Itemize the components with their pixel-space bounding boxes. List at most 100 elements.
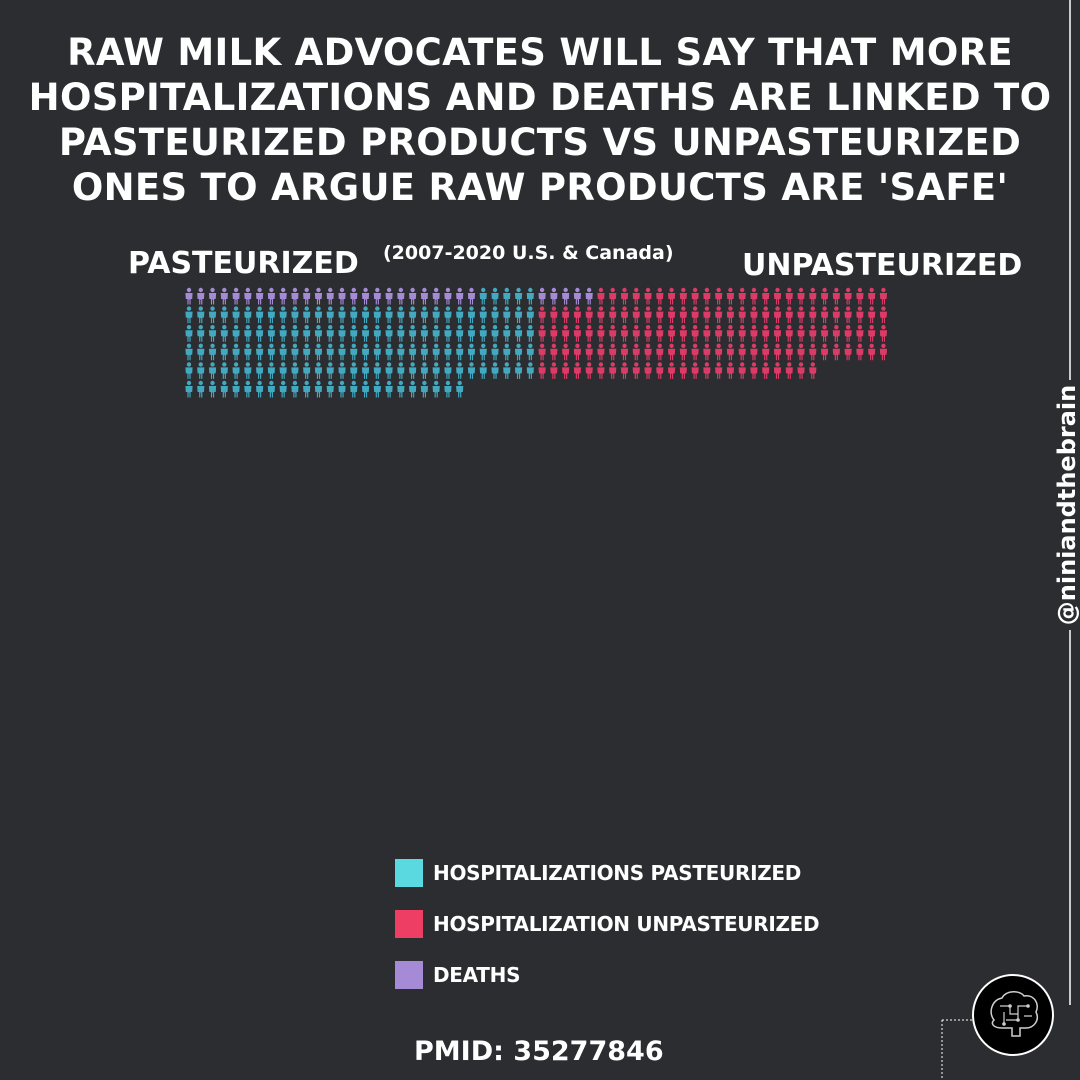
- hospitalization-pasteurized-person-icon: [456, 380, 464, 398]
- hospitalization-unpasteurized-person-icon: [726, 306, 735, 324]
- brain-icon: [990, 991, 1038, 1037]
- hospitalization-unpasteurized-person-icon: [667, 362, 676, 379]
- hospitalization-pasteurized-person-icon: [314, 362, 323, 379]
- hospitalization-unpasteurized-person-icon: [809, 325, 817, 342]
- hospitalization-pasteurized-person-icon: [526, 343, 534, 361]
- hospitalization-unpasteurized-person-icon: [656, 325, 664, 342]
- hospitalization-pasteurized-person-icon: [385, 306, 393, 324]
- death-person-icon: [256, 287, 264, 305]
- hospitalization-unpasteurized-person-icon: [703, 343, 711, 361]
- hospitalization-unpasteurized-person-icon: [656, 343, 664, 361]
- hospitalization-pasteurized-person-icon: [526, 325, 534, 342]
- legend-label: HOSPITALIZATIONS PASTEURIZED: [433, 861, 802, 885]
- hospitalization-unpasteurized-person-icon: [820, 343, 829, 361]
- hospitalization-pasteurized-person-icon: [361, 306, 370, 324]
- hospitalization-pasteurized-person-icon: [361, 362, 370, 379]
- hospitalization-pasteurized-person-icon: [350, 362, 358, 379]
- hospitalization-unpasteurized-person-icon: [868, 306, 876, 324]
- hospitalization-unpasteurized-person-icon: [609, 325, 617, 342]
- legend-swatch: [395, 961, 423, 989]
- hospitalization-pasteurized-person-icon: [185, 306, 193, 324]
- hospitalization-unpasteurized-person-icon: [797, 325, 805, 342]
- hospitalization-unpasteurized-person-icon: [797, 362, 805, 379]
- hospitalization-pasteurized-person-icon: [338, 343, 346, 361]
- hospitalization-pasteurized-person-icon: [420, 306, 428, 324]
- hospitalization-unpasteurized-person-icon: [632, 343, 640, 361]
- hospitalization-pasteurized-person-icon: [232, 325, 240, 342]
- death-person-icon: [385, 287, 393, 305]
- death-person-icon: [244, 287, 252, 305]
- hospitalization-pasteurized-person-icon: [350, 306, 358, 324]
- hospitalization-pasteurized-person-icon: [385, 362, 393, 379]
- hospitalization-pasteurized-person-icon: [256, 362, 264, 379]
- hospitalization-unpasteurized-person-icon: [620, 287, 629, 305]
- hospitalization-unpasteurized-person-icon: [797, 287, 805, 305]
- hospitalization-pasteurized-person-icon: [291, 325, 299, 342]
- legend-item-hospitalizations-pasteurized: HOSPITALIZATIONS PASTEURIZED: [395, 858, 819, 888]
- hospitalization-pasteurized-person-icon: [514, 325, 523, 342]
- hospitalization-pasteurized-person-icon: [479, 325, 487, 342]
- hospitalization-pasteurized-person-icon: [456, 306, 464, 324]
- hospitalization-unpasteurized-person-icon: [585, 362, 593, 379]
- hospitalization-pasteurized-person-icon: [491, 343, 499, 361]
- hospitalization-unpasteurized-person-icon: [750, 325, 758, 342]
- hospitalization-pasteurized-person-icon: [291, 380, 299, 398]
- hospitalization-unpasteurized-person-icon: [715, 362, 723, 379]
- hospitalization-unpasteurized-person-icon: [762, 362, 770, 379]
- hospitalization-unpasteurized-person-icon: [585, 306, 593, 324]
- hospitalization-pasteurized-person-icon: [479, 287, 487, 305]
- death-person-icon: [185, 287, 193, 305]
- hospitalization-pasteurized-person-icon: [456, 343, 464, 361]
- death-person-icon: [397, 287, 405, 305]
- legend-swatch: [395, 910, 423, 938]
- hospitalization-pasteurized-person-icon: [185, 325, 193, 342]
- hospitalization-unpasteurized-person-icon: [715, 306, 723, 324]
- hospitalization-unpasteurized-person-icon: [550, 325, 558, 342]
- hospitalization-unpasteurized-person-icon: [667, 287, 676, 305]
- death-person-icon: [550, 287, 558, 305]
- hospitalization-pasteurized-person-icon: [303, 343, 311, 361]
- death-person-icon: [361, 287, 370, 305]
- hospitalization-pasteurized-person-icon: [444, 343, 452, 361]
- hospitalization-unpasteurized-person-icon: [715, 287, 723, 305]
- hospitalization-pasteurized-person-icon: [291, 343, 299, 361]
- hospitalization-pasteurized-person-icon: [432, 362, 440, 379]
- death-person-icon: [573, 287, 582, 305]
- hospitalization-unpasteurized-person-icon: [844, 343, 852, 361]
- hospitalization-unpasteurized-person-icon: [632, 287, 640, 305]
- death-person-icon: [585, 287, 593, 305]
- hospitalization-pasteurized-person-icon: [467, 343, 476, 361]
- hospitalization-pasteurized-person-icon: [208, 362, 217, 379]
- hospitalization-unpasteurized-person-icon: [868, 325, 876, 342]
- hospitalization-pasteurized-person-icon: [514, 362, 523, 379]
- hospitalization-unpasteurized-person-icon: [691, 325, 699, 342]
- hospitalization-pasteurized-person-icon: [526, 306, 534, 324]
- hospitalization-pasteurized-person-icon: [420, 380, 428, 398]
- hospitalization-pasteurized-person-icon: [256, 380, 264, 398]
- hospitalization-pasteurized-person-icon: [456, 362, 464, 379]
- hospitalization-unpasteurized-person-icon: [832, 287, 840, 305]
- hospitalization-pasteurized-person-icon: [385, 343, 393, 361]
- hospitalization-pasteurized-person-icon: [232, 306, 240, 324]
- hospitalization-unpasteurized-person-icon: [762, 287, 770, 305]
- hospitalization-pasteurized-person-icon: [503, 306, 511, 324]
- hospitalization-pasteurized-person-icon: [197, 362, 205, 379]
- hospitalization-pasteurized-person-icon: [491, 287, 499, 305]
- hospitalization-unpasteurized-person-icon: [750, 306, 758, 324]
- hospitalization-unpasteurized-person-icon: [538, 306, 546, 324]
- hospitalization-pasteurized-person-icon: [397, 325, 405, 342]
- hospitalization-pasteurized-person-icon: [444, 306, 452, 324]
- hospitalization-unpasteurized-person-icon: [750, 362, 758, 379]
- hospitalization-pasteurized-person-icon: [479, 306, 487, 324]
- hospitalization-pasteurized-person-icon: [373, 380, 381, 398]
- death-person-icon: [562, 287, 570, 305]
- hospitalization-unpasteurized-person-icon: [609, 306, 617, 324]
- hospitalization-pasteurized-person-icon: [350, 325, 358, 342]
- hospitalization-pasteurized-person-icon: [303, 380, 311, 398]
- hospitalization-unpasteurized-person-icon: [679, 325, 687, 342]
- hospitalization-unpasteurized-person-icon: [679, 287, 687, 305]
- hospitalization-pasteurized-person-icon: [479, 362, 487, 379]
- hospitalization-unpasteurized-person-icon: [644, 325, 652, 342]
- hospitalization-unpasteurized-person-icon: [667, 306, 676, 324]
- hospitalization-pasteurized-person-icon: [432, 380, 440, 398]
